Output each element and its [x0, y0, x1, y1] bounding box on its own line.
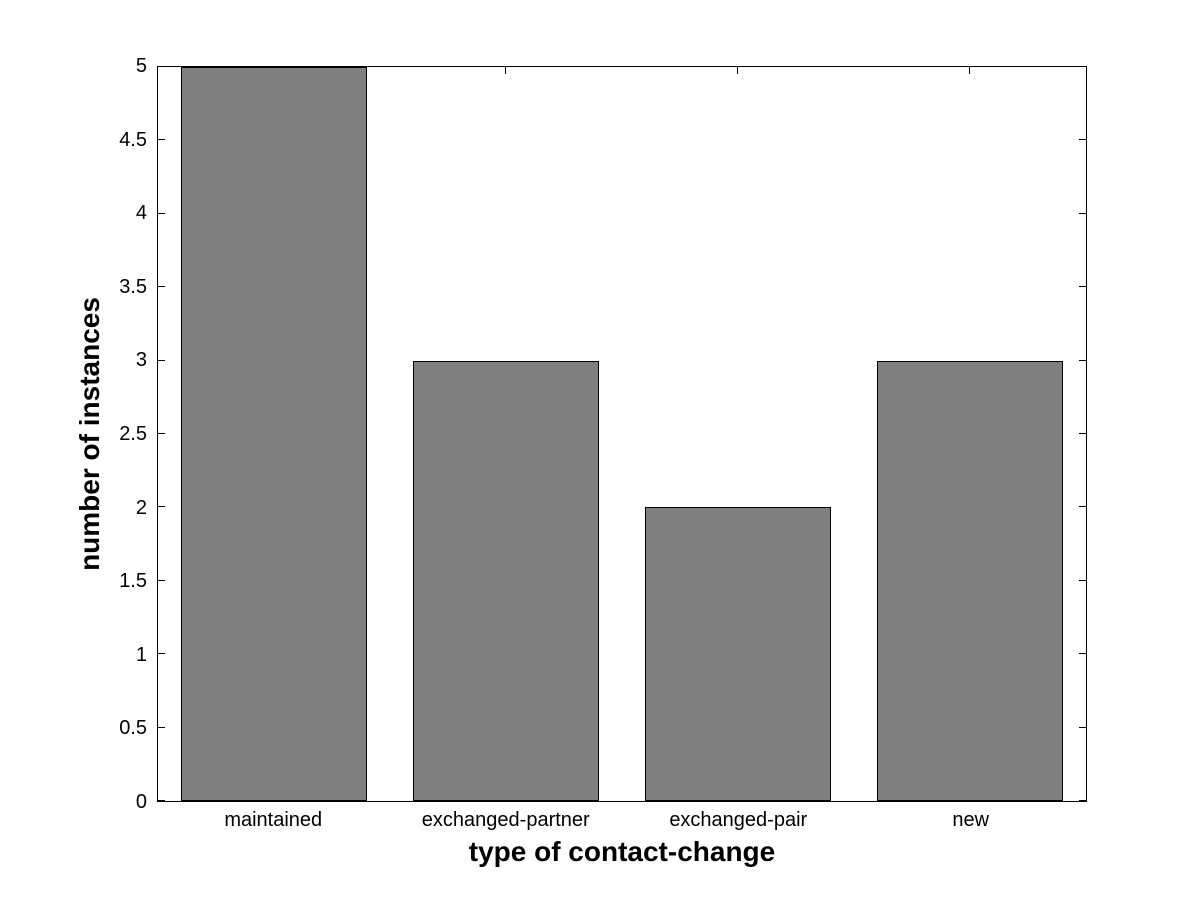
y-tick-label: 5 [135, 55, 147, 77]
y-tick-left [158, 726, 165, 728]
x-axis-title: type of contact-change [468, 836, 776, 867]
y-tick-right [1079, 506, 1086, 508]
y-tick-right [1079, 139, 1086, 141]
y-tick-label: 3 [135, 349, 147, 372]
y-tick-left [158, 800, 165, 801]
y-tick-left [158, 286, 165, 288]
y-tick-right [1079, 212, 1086, 214]
y-tick-left [158, 579, 165, 581]
y-tick-label: 3.5 [119, 275, 147, 298]
y-tick-left [158, 506, 165, 508]
y-tick-label: 1.5 [119, 570, 147, 593]
y-tick-label: 4.5 [119, 128, 147, 151]
y-tick-left [158, 433, 165, 434]
y-tick-right [1079, 66, 1086, 67]
x-tick-labels: maintained exchanged-partner exchanged-pai… [157, 808, 1087, 834]
y-tick-label: 1 [135, 643, 147, 666]
x-tick-label: new [952, 809, 990, 831]
x-tick-label: exchanged-partner [421, 809, 590, 831]
y-tick-right [1079, 726, 1086, 728]
y-tick-left [158, 139, 165, 141]
x-tick-top [969, 67, 970, 74]
x-tick-top [505, 67, 506, 74]
y-tick-label: 0 [135, 791, 147, 813]
y-tick-left [158, 66, 165, 67]
x-tick-label: exchanged-pair [669, 809, 808, 831]
plot-area [157, 66, 1087, 802]
y-tick-label: 2 [135, 496, 147, 519]
x-tick-label: maintained [224, 809, 323, 831]
y-tick-left [158, 212, 165, 214]
bar-maintained [181, 67, 367, 801]
y-tick-right [1079, 579, 1086, 581]
y-tick-left [158, 653, 165, 655]
y-tick-right [1079, 286, 1086, 288]
bar-exchanged-pair [645, 507, 831, 801]
y-tick-label: 2.5 [119, 423, 147, 445]
y-tick-label: 0.5 [119, 717, 147, 740]
y-tick-label: 4 [135, 202, 147, 225]
bar-new [877, 360, 1063, 801]
y-tick-right [1079, 653, 1086, 655]
y-tick-right [1079, 800, 1086, 801]
y-tick-right [1079, 359, 1086, 361]
bar-exchanged-partner [413, 360, 599, 801]
y-tick-left [158, 359, 165, 361]
x-tick-top [737, 67, 738, 74]
y-tick-labels: 0 0.5 1 1.5 2 2.5 3 3.5 4 4.5 5 [0, 55, 147, 813]
y-tick-right [1079, 433, 1086, 434]
